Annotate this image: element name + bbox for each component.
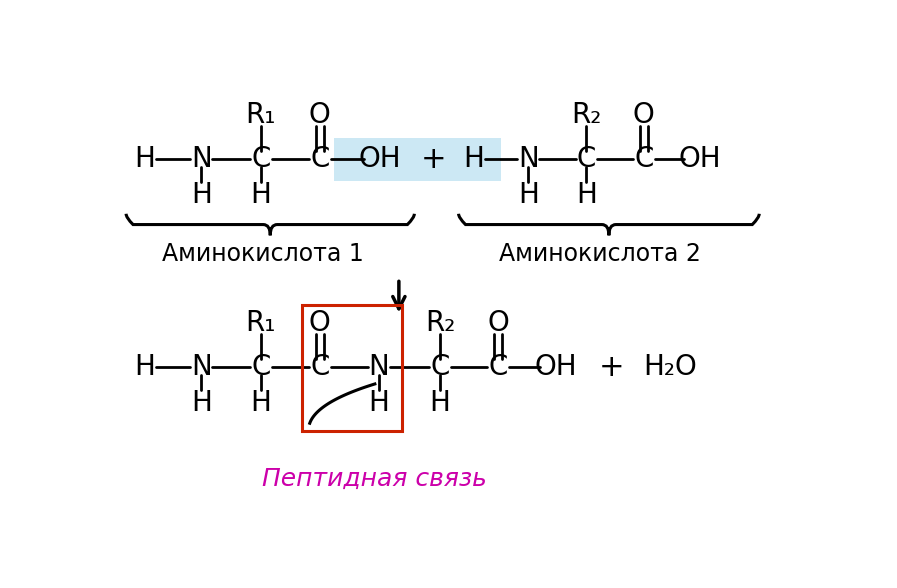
Text: H: H [250, 181, 272, 209]
Text: H: H [518, 181, 539, 209]
Text: Пептидная связь: Пептидная связь [262, 467, 486, 490]
Bar [302, 305, 402, 431]
Text: C: C [488, 353, 508, 381]
Text: H: H [369, 389, 389, 417]
Text: C: C [431, 353, 449, 381]
Text: H: H [430, 389, 450, 417]
Text: C: C [251, 353, 271, 381]
Text: H: H [464, 145, 484, 173]
Text: R₁: R₁ [246, 309, 276, 337]
Text: OH: OH [678, 145, 721, 173]
Text: N: N [369, 353, 389, 381]
Text: Аминокислота 1: Аминокислота 1 [162, 242, 364, 266]
Text: N: N [191, 353, 212, 381]
Text: H₂O: H₂O [643, 353, 697, 381]
Text: O: O [633, 101, 655, 129]
Text: O: O [487, 309, 509, 337]
Text: H: H [135, 145, 155, 173]
Text: Аминокислота 2: Аминокислота 2 [500, 242, 701, 266]
Bar [334, 138, 501, 181]
Text: H: H [576, 181, 597, 209]
Text: OH: OH [358, 145, 401, 173]
Text: C: C [310, 353, 329, 381]
Text: OH: OH [534, 353, 577, 381]
Text: R₂: R₂ [425, 309, 455, 337]
Text: R₁: R₁ [246, 101, 276, 129]
Text: H: H [191, 181, 212, 209]
Text: O: O [309, 309, 331, 337]
Text: N: N [518, 145, 539, 173]
Text: +: + [421, 145, 447, 173]
Text: H: H [191, 389, 212, 417]
Text: C: C [251, 145, 271, 173]
Text: H: H [135, 353, 155, 381]
Text: H: H [250, 389, 272, 417]
Text: C: C [634, 145, 653, 173]
Text: N: N [191, 145, 212, 173]
Text: +: + [599, 353, 625, 382]
Text: C: C [577, 145, 597, 173]
Text: R₂: R₂ [571, 101, 602, 129]
Text: O: O [309, 101, 331, 129]
Text: C: C [310, 145, 329, 173]
